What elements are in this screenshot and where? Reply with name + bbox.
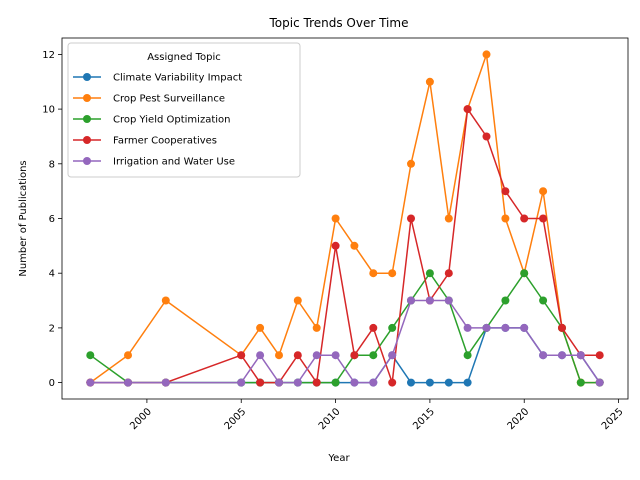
legend-title: Assigned Topic [147,52,221,63]
legend-label: Crop Pest Surveillance [113,94,225,105]
data-point [293,296,302,305]
data-point [576,351,585,360]
data-point [388,323,397,332]
data-point [482,132,491,141]
y-tick-label: 10 [42,105,55,116]
data-point [482,323,491,332]
series-4 [86,296,604,387]
data-point [237,378,246,387]
legend-swatch-marker [83,157,91,165]
data-point [576,378,585,387]
data-point [275,351,283,360]
data-point [444,214,453,223]
data-point [482,50,491,59]
legend-swatch-marker [83,136,91,144]
data-point [369,351,378,360]
plot-content [86,50,604,387]
data-point [463,378,472,387]
data-point [331,378,340,387]
data-point [350,241,359,250]
data-point [388,351,397,360]
data-point [425,77,434,86]
data-point [463,323,472,332]
data-point [444,296,453,305]
data-point [161,296,170,305]
data-point [312,323,321,332]
y-tick-label: 12 [42,50,55,61]
data-point [369,269,378,278]
data-point [501,187,510,196]
data-point [425,296,434,305]
data-point [256,351,265,360]
data-point [350,351,359,360]
data-point [86,351,95,360]
data-point [520,214,529,223]
data-point [124,378,132,387]
legend-swatch-marker [83,115,91,123]
data-point [275,378,283,387]
y-tick-label: 4 [49,269,55,280]
legend-frame [67,42,301,178]
data-point [256,323,265,332]
data-point [388,269,397,278]
legend: Assigned Topic Climate Variability Impac… [67,42,301,178]
data-point [539,214,548,223]
y-axis-label: Number of Publications [18,160,29,276]
data-point [256,378,265,387]
legend-label: Irrigation and Water Use [113,157,235,168]
data-point [388,378,397,387]
data-point [369,323,378,332]
data-point [595,378,604,387]
data-point [539,296,548,305]
legend-label: Climate Variability Impact [113,73,242,84]
data-point [444,269,453,278]
data-point [558,351,566,360]
data-point [407,296,415,305]
data-point [539,187,548,196]
data-point [501,296,510,305]
data-point [312,378,321,387]
legend-label: Farmer Cooperatives [113,136,217,147]
data-point [407,214,415,223]
data-point [425,269,434,278]
data-point [520,269,529,278]
data-point [331,214,340,223]
data-point [350,378,359,387]
data-point [312,351,321,360]
data-point [539,351,548,360]
data-point [444,378,453,387]
chart-title: Topic Trends Over Time [269,16,409,30]
data-point [463,351,472,360]
data-point [124,351,132,360]
data-point [463,105,472,114]
data-point [293,378,302,387]
legend-swatch-marker [83,94,91,102]
y-tick-label: 8 [49,159,55,170]
data-point [501,323,510,332]
data-point [86,378,95,387]
data-point [407,159,415,168]
data-point [161,378,170,387]
data-point [293,351,302,360]
data-point [558,323,566,332]
legend-swatch-marker [83,73,91,81]
y-tick-label: 0 [49,378,55,389]
data-point [520,323,529,332]
data-point [331,351,340,360]
data-point [425,378,434,387]
data-point [369,378,378,387]
x-axis-label: Year [327,453,350,464]
y-axis: 0 2 4 6 8 10 12 [42,50,62,389]
legend-label: Crop Yield Optimization [113,115,230,126]
data-point [331,241,340,250]
y-tick-label: 6 [49,214,55,225]
y-tick-label: 2 [49,323,55,334]
data-point [237,351,246,360]
data-point [407,378,415,387]
data-point [595,351,604,360]
data-point [501,214,510,223]
